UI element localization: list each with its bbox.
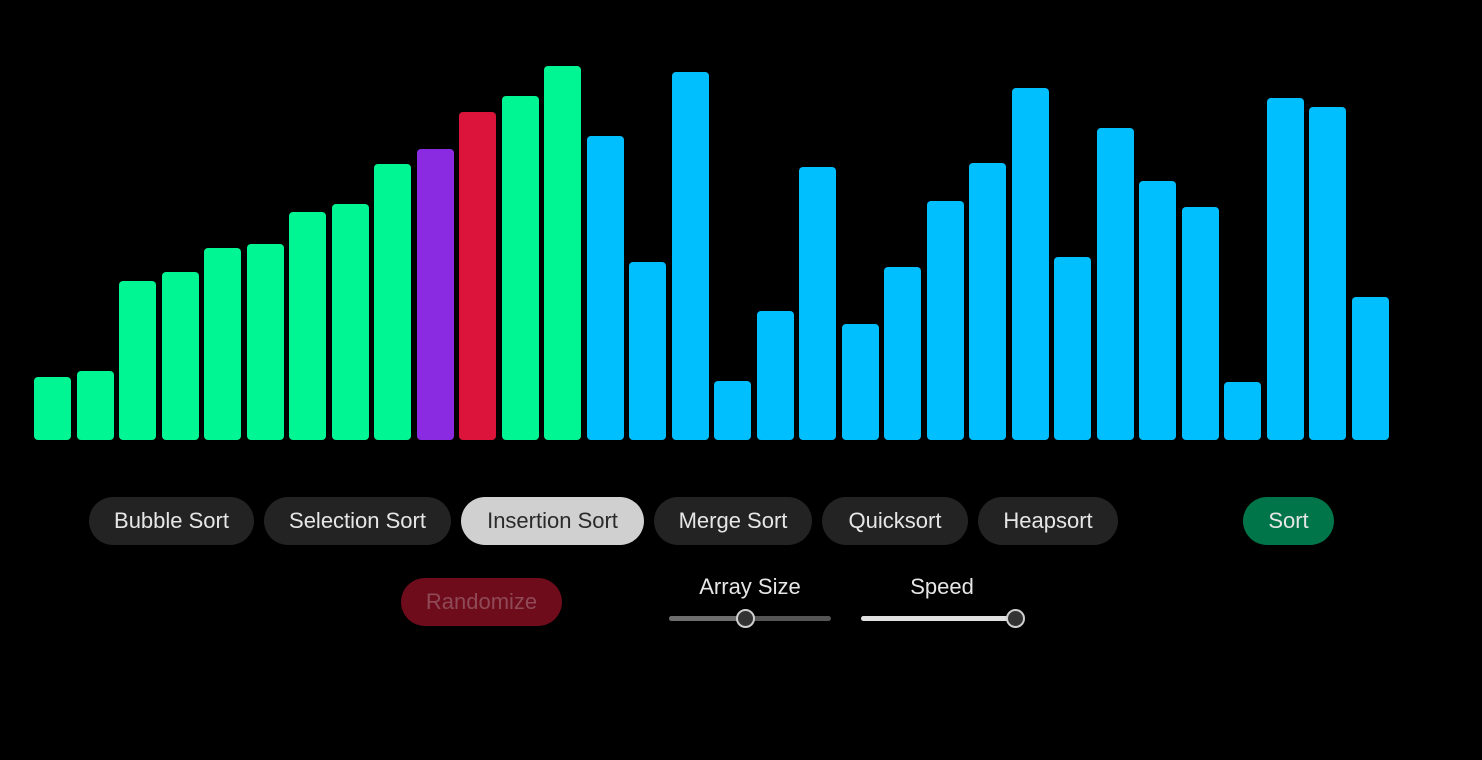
bar-sorted bbox=[247, 244, 284, 440]
bar-unsorted bbox=[629, 262, 666, 440]
bar-unsorted bbox=[1267, 98, 1304, 440]
bar-sorted bbox=[332, 204, 369, 440]
quicksort-button[interactable]: Quicksort bbox=[822, 497, 968, 545]
bar-chart bbox=[34, 66, 1389, 440]
bar-unsorted bbox=[1054, 257, 1091, 440]
heapsort-button[interactable]: Heapsort bbox=[978, 497, 1118, 545]
bar-unsorted bbox=[842, 324, 879, 440]
bar-sorted bbox=[289, 212, 326, 440]
bar-sorted bbox=[119, 281, 156, 440]
selection-sort-button[interactable]: Selection Sort bbox=[264, 497, 451, 545]
bar-unsorted bbox=[714, 381, 751, 440]
bar-unsorted bbox=[1224, 382, 1261, 440]
array-size-fill bbox=[669, 616, 745, 621]
speed-thumb[interactable] bbox=[1006, 609, 1025, 628]
bar-sorted bbox=[162, 272, 199, 440]
bar-sorted bbox=[544, 66, 581, 440]
speed-slider[interactable] bbox=[861, 609, 1025, 628]
bar-unsorted bbox=[1352, 297, 1389, 440]
bar-unsorted bbox=[1139, 181, 1176, 440]
bubble-sort-button[interactable]: Bubble Sort bbox=[89, 497, 254, 545]
array-size-control: Array Size bbox=[669, 574, 831, 634]
bar-unsorted bbox=[884, 267, 921, 440]
bar-current bbox=[459, 112, 496, 440]
bar-unsorted bbox=[1097, 128, 1134, 440]
bar-unsorted bbox=[969, 163, 1006, 440]
array-size-label: Array Size bbox=[699, 574, 801, 599]
bar-unsorted bbox=[587, 136, 624, 440]
bar-unsorted bbox=[799, 167, 836, 440]
bar-sorted bbox=[34, 377, 71, 440]
speed-control: Speed bbox=[861, 574, 1025, 634]
bar-sorted bbox=[502, 96, 539, 440]
speed-label: Speed bbox=[910, 574, 974, 599]
bar-sorted bbox=[204, 248, 241, 440]
bar-unsorted bbox=[1012, 88, 1049, 440]
insertion-sort-button[interactable]: Insertion Sort bbox=[461, 497, 644, 545]
merge-sort-button[interactable]: Merge Sort bbox=[654, 497, 812, 545]
speed-fill bbox=[861, 616, 1015, 621]
randomize-button[interactable]: Randomize bbox=[401, 578, 562, 626]
sort-button[interactable]: Sort bbox=[1243, 497, 1334, 545]
bar-unsorted bbox=[1182, 207, 1219, 440]
bar-unsorted bbox=[672, 72, 709, 440]
bar-sorted bbox=[374, 164, 411, 440]
bar-comparing bbox=[417, 149, 454, 440]
bar-unsorted bbox=[927, 201, 964, 440]
bar-unsorted bbox=[757, 311, 794, 440]
array-size-thumb[interactable] bbox=[736, 609, 755, 628]
array-size-slider[interactable] bbox=[669, 609, 831, 628]
bar-sorted bbox=[77, 371, 114, 440]
bar-unsorted bbox=[1309, 107, 1346, 440]
